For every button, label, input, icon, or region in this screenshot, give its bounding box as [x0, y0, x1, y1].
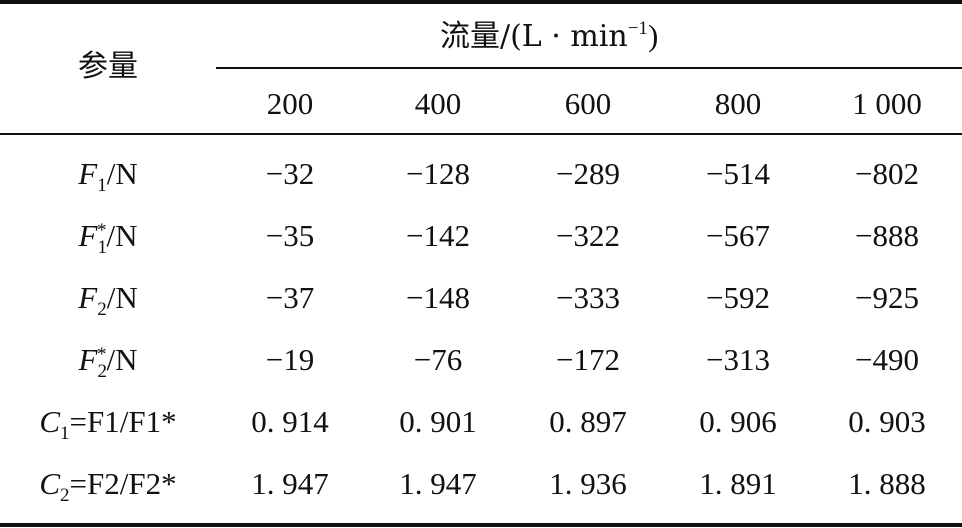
table-cell: −148 — [406, 280, 470, 315]
table-cell: −128 — [406, 156, 470, 191]
table-cell: 1. 888 — [848, 466, 926, 501]
row-label-c1: C1=F1/F1* — [39, 404, 177, 444]
flow-header: 流量/(L · min−1) — [440, 18, 659, 54]
flow-value-800: 800 — [714, 86, 762, 121]
flow-value-600: 600 — [564, 86, 612, 121]
table-cell: 0. 901 — [399, 404, 477, 439]
table-cell: −490 — [855, 342, 919, 377]
table-cell: 0. 914 — [251, 404, 329, 439]
flow-header-text: 流量/(L · min — [440, 19, 628, 54]
table-cell: −32 — [265, 156, 315, 191]
table-cell: −802 — [855, 156, 919, 191]
table-cell: −35 — [265, 218, 315, 253]
table-cell: 0. 903 — [848, 404, 926, 439]
table-cell: −592 — [706, 280, 770, 315]
table-cell: −925 — [855, 280, 919, 315]
table-cell: 1. 936 — [549, 466, 627, 501]
table-cell: −172 — [556, 342, 620, 377]
table-cell: −514 — [706, 156, 770, 191]
flow-value-200: 200 — [266, 86, 314, 121]
table-cell: −888 — [855, 218, 919, 253]
header-bottom-rule — [0, 133, 962, 135]
table-cell: −19 — [265, 342, 315, 377]
row-label-f2: F2/N — [78, 280, 138, 320]
table-top-rule — [0, 0, 962, 4]
table-cell: 1. 947 — [399, 466, 477, 501]
param-header: 参量 — [78, 49, 138, 84]
table-cell: 1. 947 — [251, 466, 329, 501]
c2-formula: =F2/F2* — [69, 466, 177, 501]
flow-header-close: ) — [647, 18, 659, 53]
header-sub-rule — [216, 67, 962, 69]
table-cell: −142 — [406, 218, 470, 253]
table-cell: −313 — [706, 342, 770, 377]
flow-value-400: 400 — [414, 86, 462, 121]
table-cell: 0. 906 — [699, 404, 777, 439]
row-label-f1-star: F1*/N — [78, 218, 138, 258]
row-label-c2: C2=F2/F2* — [39, 466, 177, 506]
table-cell: −322 — [556, 218, 620, 253]
flow-value-1000: 1 000 — [852, 86, 922, 121]
table-cell: −567 — [706, 218, 770, 253]
table-bottom-rule — [0, 523, 962, 527]
table-cell: 0. 897 — [549, 404, 627, 439]
row-label-f2-star: F2*/N — [78, 342, 138, 382]
c1-formula: =F1/F1* — [69, 404, 177, 439]
table-cell: −37 — [265, 280, 315, 315]
table-cell: −76 — [413, 342, 463, 377]
table-cell: 1. 891 — [699, 466, 777, 501]
flow-unit-exponent: −1 — [627, 18, 648, 39]
row-label-f1: F1/N — [78, 156, 138, 196]
table-cell: −333 — [556, 280, 620, 315]
table-cell: −289 — [556, 156, 620, 191]
